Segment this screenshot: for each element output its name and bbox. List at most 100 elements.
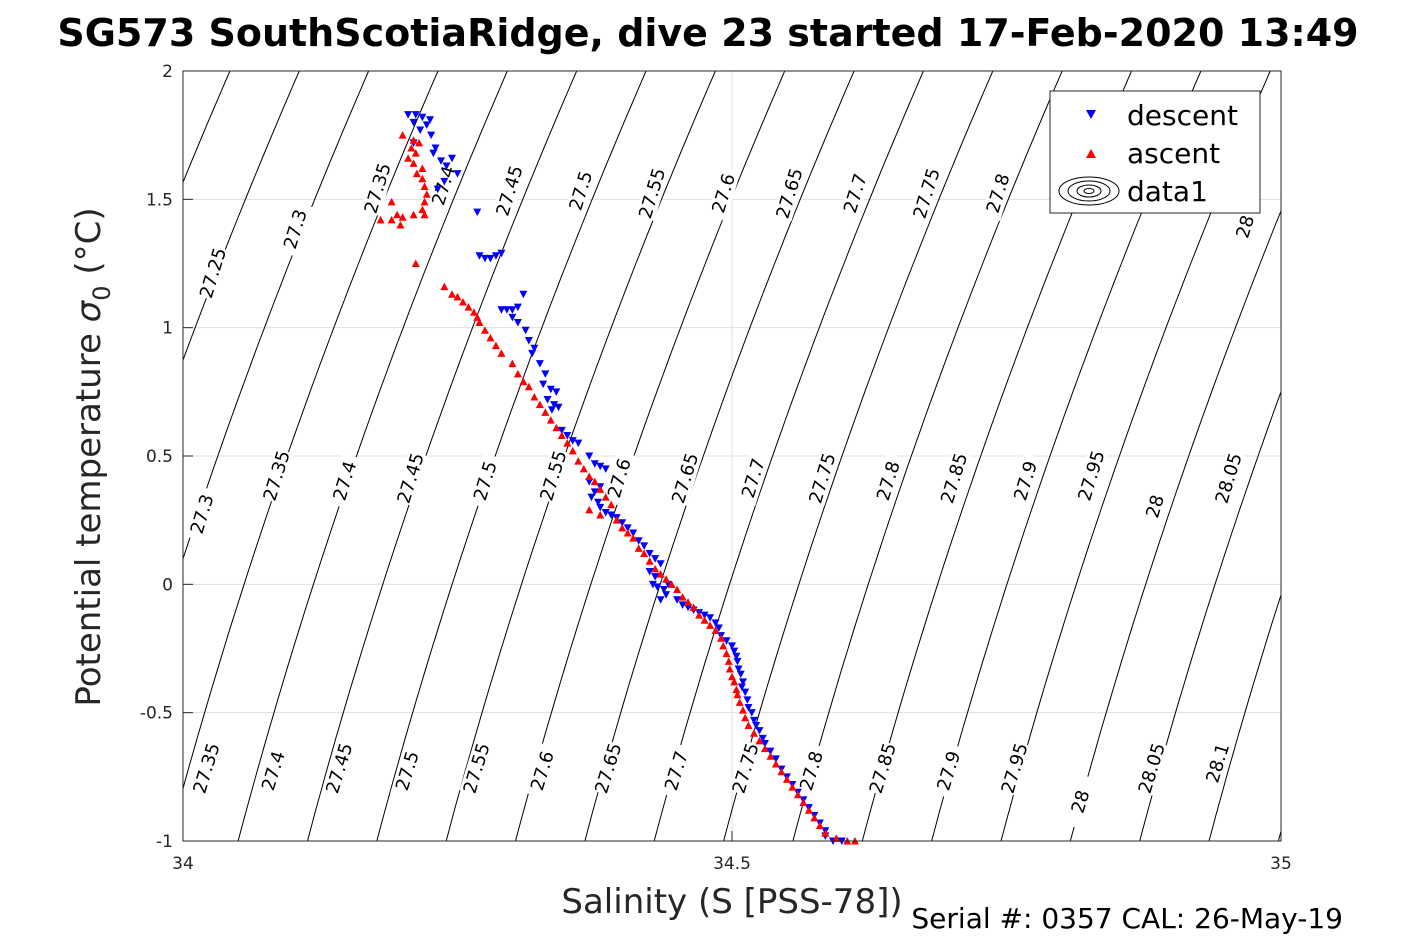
ascent-point: [741, 713, 750, 722]
descent-point: [426, 116, 435, 124]
descent-point: [429, 149, 438, 158]
ascent-point: [486, 333, 495, 342]
ascent-point: [725, 665, 734, 673]
ascent-point: [755, 736, 764, 745]
descent-point: [519, 290, 528, 299]
ascent-point: [519, 377, 528, 386]
descent-point: [513, 303, 522, 312]
legend-ascent-label: ascent: [1127, 137, 1220, 170]
legend-data1-marker: [1058, 176, 1120, 206]
descent-point: [743, 696, 752, 704]
descent-point: [651, 573, 660, 581]
ascent-point: [398, 131, 407, 139]
contour-label-bg: [525, 743, 560, 799]
data-series: [376, 111, 859, 845]
isopycnal-line: [183, 71, 370, 561]
legend-descent-label: descent: [1127, 99, 1238, 132]
descent-point: [634, 537, 643, 545]
descent-point: [744, 704, 753, 712]
descent-point: [486, 254, 495, 263]
contour-label-bg: [838, 165, 873, 222]
ascent-point: [634, 544, 643, 552]
descent-point: [659, 585, 668, 594]
contour-label-bg: [668, 450, 703, 507]
descent-point: [528, 349, 537, 358]
ascent-point: [409, 159, 418, 167]
descent-point: [473, 208, 482, 217]
y-tick-label: 1: [162, 319, 173, 339]
y-tick-label: -0.5: [140, 704, 173, 724]
contour-label-bg: [997, 740, 1032, 797]
ascent-point: [579, 464, 588, 473]
chart-title: SG573 SouthScotiaRidge, dive 23 started …: [57, 11, 1358, 55]
descent-point: [521, 326, 530, 335]
descent-point: [732, 652, 741, 661]
isopycnal-line: [237, 71, 508, 841]
descent-point: [678, 601, 687, 609]
y-tick-label: 2: [162, 62, 173, 82]
ascent-point: [733, 690, 742, 699]
descent-point: [535, 360, 544, 368]
ascent-point: [662, 575, 671, 583]
contour-label-bg: [259, 447, 294, 504]
ascent-point: [777, 767, 786, 776]
contour-label-bg: [1137, 478, 1173, 535]
descent-point: [442, 162, 451, 170]
descent-point: [651, 555, 660, 563]
contour-label-bg: [278, 201, 313, 258]
ascent-point: [585, 472, 594, 481]
ascent-point: [821, 829, 830, 837]
ascent-point: [724, 657, 733, 665]
ascent-point: [412, 169, 421, 178]
descent-point: [771, 755, 780, 763]
contour-label-bg: [492, 162, 527, 219]
ascent-point: [722, 649, 731, 658]
ascent-point: [376, 215, 385, 224]
y-tick-label: -1: [156, 832, 173, 852]
descent-point: [563, 431, 572, 440]
ascent-point: [464, 303, 473, 311]
descent-point: [662, 591, 671, 599]
ascent-point: [618, 523, 627, 532]
descent-point: [513, 319, 522, 327]
contour-label-bg: [1008, 453, 1043, 509]
descent-point: [596, 462, 605, 471]
descent-point: [741, 688, 750, 697]
contour-label-bg: [1200, 735, 1235, 791]
contour-label-bg: [909, 165, 944, 222]
ascent-point: [793, 790, 802, 799]
descent-point: [645, 568, 654, 576]
ascent-point: [738, 706, 747, 714]
ascent-point: [563, 439, 572, 447]
descent-point: [734, 665, 743, 674]
isopycnal-line: [584, 71, 855, 841]
descent-point: [728, 642, 736, 650]
descent-point: [736, 670, 745, 679]
descent-point: [427, 131, 436, 140]
descent-point: [714, 624, 723, 632]
contour-label-bg: [390, 743, 425, 799]
descent-point: [738, 678, 747, 686]
ascent-point: [407, 144, 416, 152]
descent-point: [574, 439, 583, 448]
descent-point: [585, 478, 594, 486]
ascent-point: [766, 752, 775, 760]
contour-label-bg: [602, 450, 637, 507]
ascent-point: [695, 611, 704, 619]
descent-point: [673, 596, 682, 604]
contour-label-bg: [805, 450, 840, 507]
contour-label-bg: [1134, 740, 1169, 797]
descent-point: [596, 503, 605, 512]
descent-point: [554, 403, 563, 412]
ascent-point: [735, 698, 744, 706]
descent-point: [656, 560, 665, 568]
descent-point: [411, 111, 420, 119]
isopycnal-line: [1208, 593, 1281, 841]
isopycnal-line: [653, 71, 924, 841]
ascent-point: [475, 318, 484, 327]
descent-point: [557, 426, 566, 435]
contour-label-bg: [468, 453, 503, 509]
contour-label-bg: [1074, 447, 1109, 504]
descent-point: [437, 157, 446, 165]
legend-ascent-marker: [1086, 149, 1096, 158]
